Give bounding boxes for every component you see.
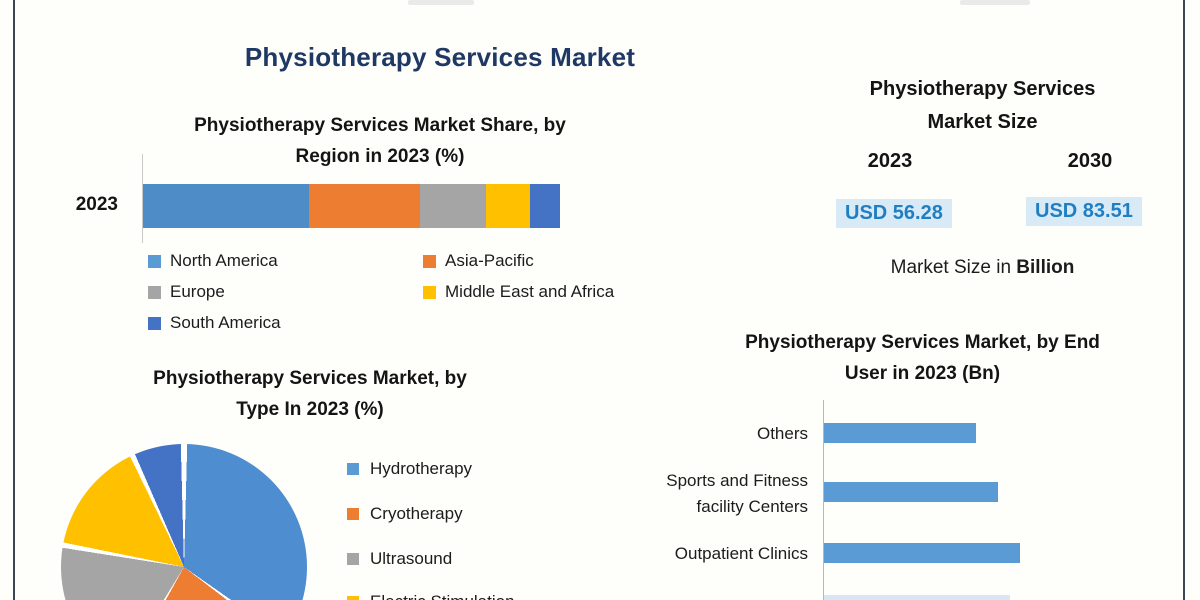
end-user-category-label: Others bbox=[598, 421, 808, 447]
asia-pacific-swatch-icon bbox=[423, 254, 436, 268]
category-label-line: Others bbox=[756, 424, 808, 443]
end-user-bar-outpatient-clinics bbox=[824, 543, 1020, 563]
market-size-caption: Market Size in Billion bbox=[820, 257, 1145, 279]
cropped-text-artifact bbox=[960, 0, 1030, 5]
bar-segment-europe bbox=[420, 184, 486, 228]
bar-segment-asia-pacific bbox=[309, 184, 420, 228]
legend-label: South America bbox=[170, 313, 281, 332]
market-size-title-line2: Market Size bbox=[927, 111, 1038, 133]
market-size-value-2023: USD 56.28 bbox=[836, 199, 952, 228]
category-label-line: Sports and Fitness bbox=[666, 471, 808, 490]
end-user-chart-title-line2: User in 2023 (Bn) bbox=[844, 363, 1001, 384]
legend-item-electric-stimulation: Electric Stimulation bbox=[347, 592, 515, 600]
region-stacked-bar bbox=[143, 184, 560, 228]
end-user-chart-title: Physiotherapy Services Market, by End Us… bbox=[685, 327, 1160, 389]
type-chart-title-line1: Physiotherapy Services Market, by bbox=[153, 368, 467, 389]
legend-item-asia-pacific: Asia-Pacific bbox=[423, 251, 534, 271]
middle-east-africa-swatch-icon bbox=[423, 285, 436, 299]
legend-label: Asia-Pacific bbox=[445, 251, 534, 270]
end-user-category-label: Sports and Fitness facility Centers bbox=[598, 468, 808, 520]
bar-segment-middle-east-africa bbox=[486, 184, 530, 228]
end-user-bar-cropped bbox=[824, 595, 1010, 600]
legend-item-middle-east-africa: Middle East and Africa bbox=[423, 282, 614, 302]
electric-stimulation-swatch-icon bbox=[347, 596, 359, 600]
region-chart-title-line2: Region in 2023 (%) bbox=[295, 146, 465, 167]
hydrotherapy-swatch-icon bbox=[347, 463, 359, 475]
category-label-line: facility Centers bbox=[696, 497, 808, 516]
cropped-text-artifact bbox=[408, 0, 474, 5]
legend-item-hydrotherapy: Hydrotherapy bbox=[347, 459, 472, 479]
region-chart-title: Physiotherapy Services Market Share, by … bbox=[130, 110, 630, 172]
legend-label: Middle East and Africa bbox=[445, 282, 615, 301]
ultrasound-swatch-icon bbox=[347, 553, 359, 565]
legend-item-ultrasound: Ultrasound bbox=[347, 549, 452, 569]
legend-item-south-america: South America bbox=[148, 313, 281, 333]
legend-label: Electric Stimulation bbox=[370, 592, 515, 600]
legend-item-europe: Europe bbox=[148, 282, 225, 302]
left-frame-line bbox=[13, 0, 15, 600]
market-size-title-line1: Physiotherapy Services bbox=[869, 78, 1096, 100]
market-size-title: Physiotherapy Services Market Size bbox=[800, 73, 1165, 139]
type-pie bbox=[61, 444, 307, 600]
end-user-bar-sports-fitness bbox=[824, 482, 998, 502]
south-america-swatch-icon bbox=[148, 316, 161, 330]
end-user-bar-others bbox=[824, 423, 976, 443]
market-size-value-2030: USD 83.51 bbox=[1026, 197, 1142, 226]
legend-label: North America bbox=[170, 251, 278, 270]
type-chart-title-line2: Type In 2023 (%) bbox=[236, 399, 384, 420]
market-size-year-2023: 2023 bbox=[867, 150, 913, 172]
end-user-category-label: Outpatient Clinics bbox=[598, 541, 808, 567]
region-chart-axis-line bbox=[142, 154, 143, 243]
end-user-chart-axis-line bbox=[823, 400, 824, 600]
page-title: Physiotherapy Services Market bbox=[244, 42, 636, 72]
category-label-line: Outpatient Clinics bbox=[674, 544, 808, 563]
legend-label: Ultrasound bbox=[370, 549, 453, 568]
north-america-swatch-icon bbox=[148, 254, 161, 268]
type-chart-title: Physiotherapy Services Market, by Type I… bbox=[80, 363, 540, 425]
end-user-chart-title-line1: Physiotherapy Services Market, by End bbox=[745, 332, 1100, 353]
bar-segment-south-america bbox=[530, 184, 560, 228]
europe-swatch-icon bbox=[148, 285, 161, 299]
legend-item-cryotherapy: Cryotherapy bbox=[347, 504, 463, 524]
region-chart-axis-label: 2023 bbox=[75, 194, 118, 215]
legend-label: Cryotherapy bbox=[370, 504, 463, 523]
right-frame-line bbox=[1183, 0, 1185, 600]
market-size-caption-regular: Market Size in bbox=[890, 257, 1017, 278]
region-chart-title-line1: Physiotherapy Services Market Share, by bbox=[194, 115, 566, 136]
legend-item-north-america: North America bbox=[148, 251, 278, 271]
market-size-year-2030: 2030 bbox=[1067, 150, 1113, 172]
bar-segment-north-america bbox=[143, 184, 309, 228]
legend-label: Hydrotherapy bbox=[370, 459, 473, 478]
cryotherapy-swatch-icon bbox=[347, 508, 359, 520]
legend-label: Europe bbox=[170, 282, 225, 301]
market-size-caption-bold: Billion bbox=[1016, 257, 1075, 278]
